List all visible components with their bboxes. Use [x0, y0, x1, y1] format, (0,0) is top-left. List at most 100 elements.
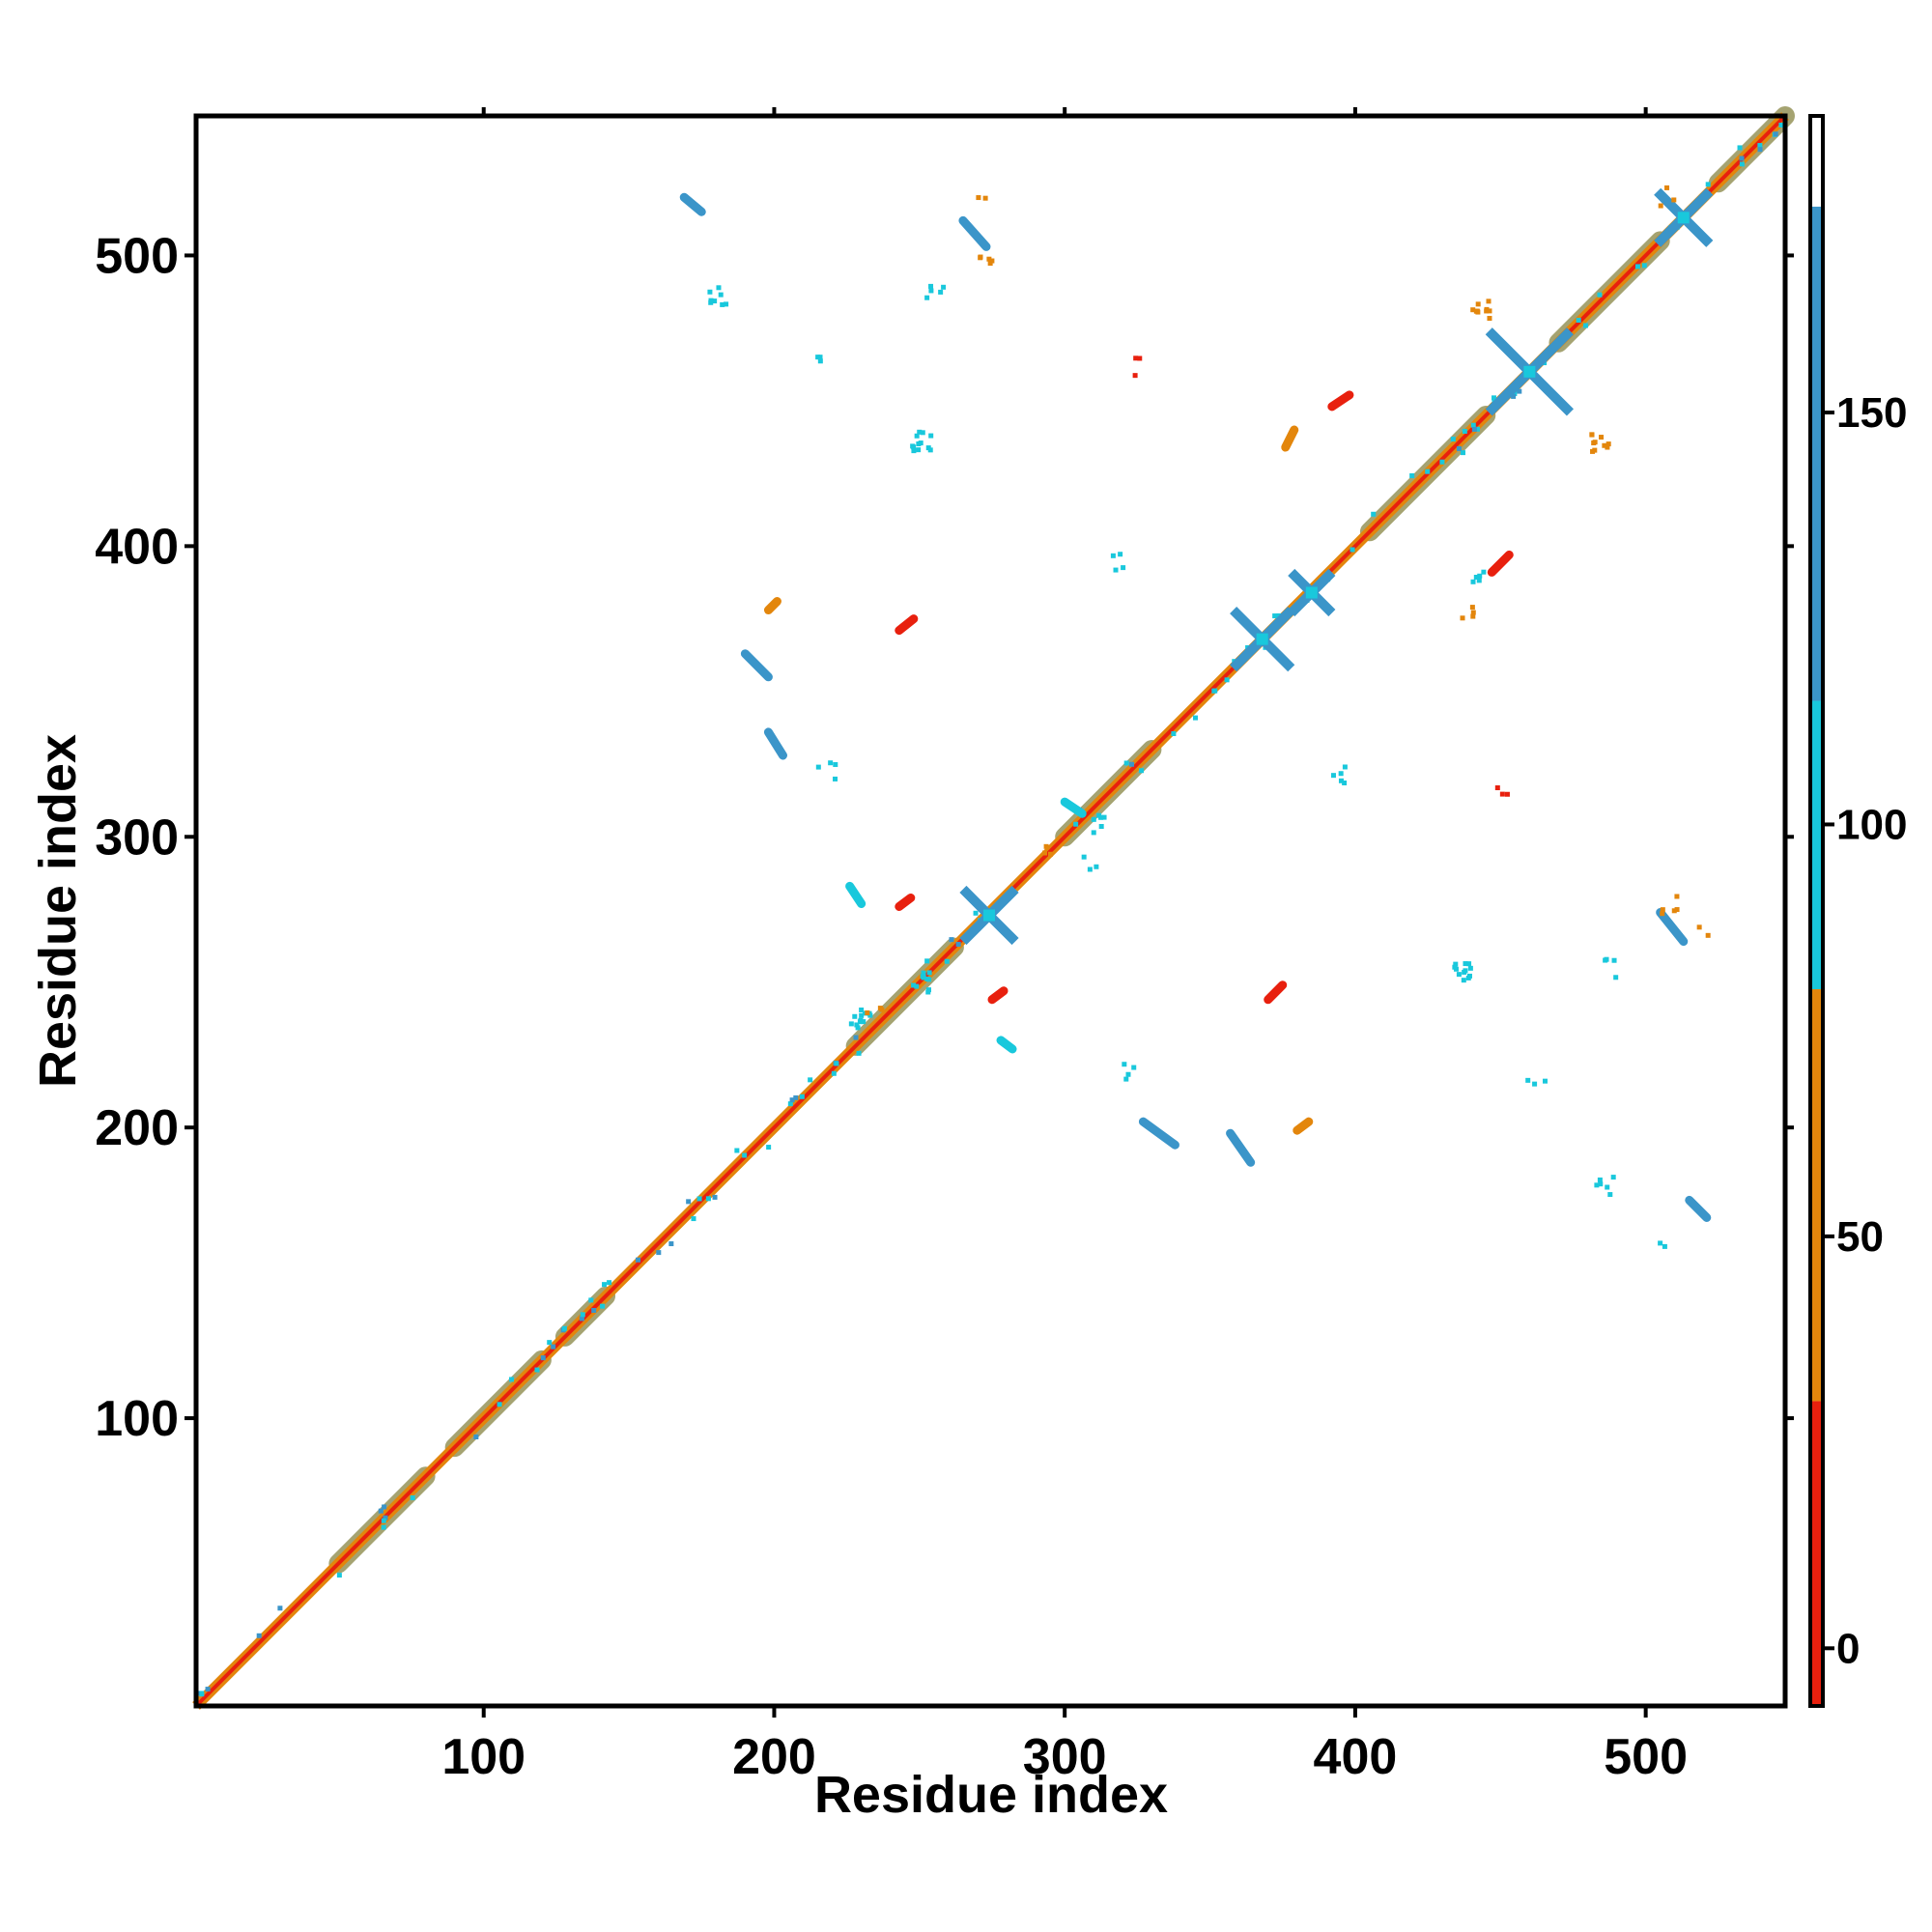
x-tick-label: 500	[1604, 1729, 1688, 1785]
contact-point	[941, 284, 947, 290]
contact-point	[1610, 1175, 1616, 1180]
y-tick-label: 400	[95, 519, 179, 575]
diagonal-contact	[1778, 122, 1784, 128]
diagonal-contact	[602, 1282, 608, 1288]
contact-segment	[895, 614, 919, 636]
diagonal-contact	[1757, 147, 1763, 153]
diagonal-contact	[1597, 292, 1603, 298]
diagonal-contact	[1123, 760, 1129, 766]
contact-point	[1658, 1240, 1663, 1246]
colorbar-band	[1810, 700, 1823, 990]
contact-segment	[1327, 390, 1354, 412]
diagonal-contact	[256, 1633, 262, 1638]
contact-segment	[1060, 797, 1087, 818]
colorbar-band	[1810, 206, 1823, 701]
diagonal-contact	[1471, 426, 1477, 432]
contact-point	[1660, 911, 1665, 917]
diagonal-contact	[789, 1097, 795, 1103]
contact-point	[1494, 785, 1500, 791]
contact-point	[828, 760, 834, 766]
x-tick-label: 300	[1023, 1729, 1107, 1785]
contact-point	[1598, 1181, 1604, 1187]
diagonal-contact	[1582, 323, 1588, 328]
contact-point	[1613, 975, 1619, 980]
contact-point	[1338, 771, 1344, 777]
y-tick-label: 200	[95, 1100, 179, 1156]
contact-segment	[1226, 1128, 1256, 1167]
diagonal-contact	[712, 1194, 718, 1200]
contact-segment	[1656, 908, 1689, 947]
colorbar-band	[1810, 1401, 1823, 1706]
contact-point	[978, 254, 983, 260]
diagonal-contact	[378, 1508, 384, 1514]
diagonal-contact	[277, 1605, 283, 1611]
contact-point	[1674, 907, 1680, 913]
contact-point	[1658, 203, 1663, 209]
diagonal-contact	[924, 958, 930, 964]
contact-point	[928, 283, 934, 289]
contact-point	[1091, 816, 1096, 822]
diagonal-contact	[382, 1504, 387, 1510]
y-axis: 100 200 300 400 500	[95, 228, 1794, 1447]
contact-point	[1466, 961, 1472, 967]
diagonal-contact	[955, 942, 961, 948]
contact-point	[1043, 843, 1049, 849]
contact-segment	[1685, 1195, 1712, 1222]
contact-point	[1137, 355, 1143, 361]
contact-point	[1452, 964, 1458, 970]
diagonal-contact	[607, 1280, 612, 1286]
contact-point	[1504, 791, 1510, 797]
colorbar-band	[1810, 116, 1823, 207]
contact-point	[1460, 615, 1465, 621]
contact-point	[1047, 851, 1053, 857]
contact-point	[1465, 975, 1471, 980]
contact-point	[1705, 932, 1711, 938]
contact-point	[817, 358, 823, 364]
contact-point	[1475, 309, 1481, 315]
contact-point	[1594, 1182, 1600, 1188]
contact-point	[1605, 441, 1611, 447]
contact-point	[1604, 956, 1609, 962]
contact-point	[914, 433, 920, 439]
contact-point	[1602, 442, 1607, 448]
diagonal-contact	[973, 910, 979, 916]
contact-cross-center	[1305, 586, 1318, 599]
diagonal-contact	[588, 1297, 594, 1303]
contact-point	[1461, 978, 1466, 983]
contact-cross-center	[1677, 212, 1690, 224]
contact-point	[712, 298, 718, 304]
contact-point	[1091, 830, 1096, 836]
contact-segment	[958, 215, 991, 251]
contact-point	[1098, 823, 1104, 829]
contact-segment	[987, 986, 1009, 1005]
diagonal-contact	[383, 1515, 388, 1520]
contact-point	[1123, 1076, 1129, 1082]
contact-point	[1470, 613, 1476, 619]
contact-point	[1101, 814, 1107, 820]
diagonal-contact	[1705, 182, 1711, 187]
contact-point	[1094, 864, 1099, 869]
contact-point	[1476, 578, 1482, 583]
contact-point	[1110, 553, 1116, 558]
x-axis: 100 200 300 400 500	[441, 107, 1688, 1785]
contact-point	[911, 448, 917, 454]
contact-point	[921, 975, 926, 980]
contact-point	[1131, 1065, 1137, 1070]
contact-point	[833, 776, 838, 781]
contact-point	[1484, 306, 1490, 312]
diagonal-contact	[540, 1355, 546, 1361]
contact-point	[1121, 565, 1126, 571]
contact-segment	[740, 649, 773, 682]
diagonal-contact	[1409, 472, 1415, 478]
contact-point	[1674, 894, 1680, 899]
contact-point	[921, 970, 926, 976]
diagonal-contact	[668, 1241, 674, 1247]
diagonal-contact	[534, 1367, 540, 1373]
diagonal-contact	[1192, 715, 1198, 721]
contact-segment	[895, 893, 916, 911]
contact-point	[920, 430, 925, 436]
contact-segment	[996, 1036, 1017, 1054]
contact-point	[976, 195, 981, 201]
contact-point	[1599, 435, 1605, 440]
diagonal-contact	[600, 1303, 606, 1309]
